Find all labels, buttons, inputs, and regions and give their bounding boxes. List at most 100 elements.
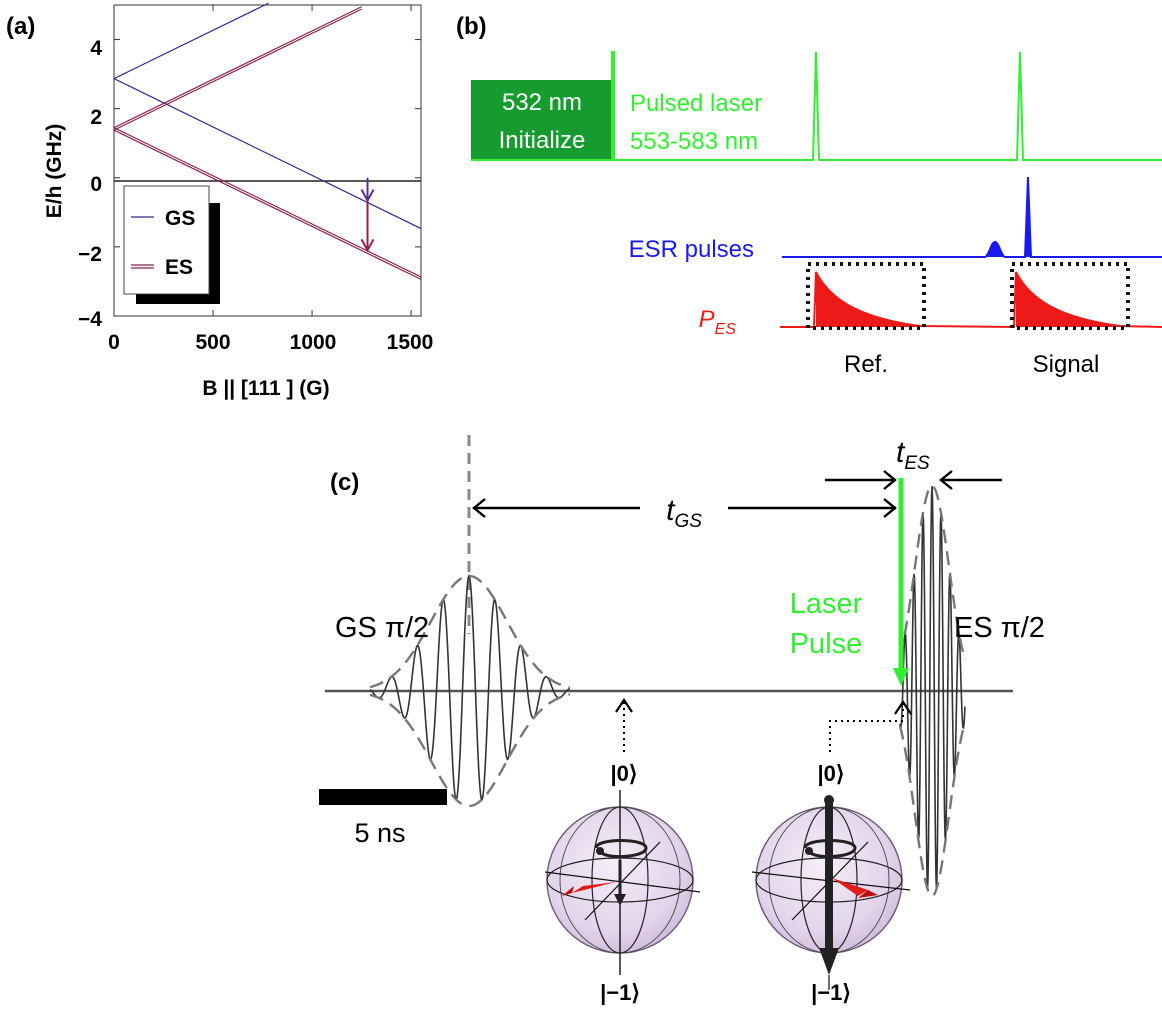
laser-pulse-label-line2: Pulse (790, 628, 863, 660)
pes-label-main: P (699, 306, 715, 333)
y-axis-label: E/h (GHz) (43, 124, 66, 219)
spin-vector-head (819, 948, 839, 975)
tes-label-sub: ES (904, 453, 930, 474)
series-line-gs-1 (113, 78, 422, 230)
bloch-sphere-2: |0⟩ |−1⟩ (751, 761, 911, 1005)
signal-label: Signal (1033, 351, 1100, 378)
laser-pulse-arrowhead (893, 668, 909, 686)
pes-decay-signal (1016, 272, 1120, 327)
bloch-sphere-1: |0⟩ |−1⟩ (544, 761, 701, 1005)
es-pulse-waveform (898, 484, 967, 898)
legend-label-es: ES (165, 256, 193, 279)
panel-c: (c) tGS tES GS π/2 ES π/2 Laser Pulse 5 … (319, 435, 1045, 1005)
precession-arrow (594, 839, 648, 859)
y-tick-label: 4 (90, 37, 102, 60)
laser-pulse-trace (471, 51, 1162, 161)
panel-a-label: (a) (6, 13, 35, 40)
init-action-label: Initialize (499, 127, 586, 154)
spin-vector-tail (824, 795, 834, 805)
gs-pulse-label: GS π/2 (335, 612, 429, 644)
energy-level-lines (113, 2, 422, 280)
x-tick-label: 1500 (387, 331, 434, 354)
ket-zero-label: |0⟩ (611, 761, 638, 786)
series-line-es-5 (113, 129, 422, 280)
red-spin-arrow (572, 882, 616, 893)
tes-label: tES (896, 436, 930, 474)
ket-zero-label: |0⟩ (818, 761, 845, 786)
tgs-arrowhead-left (472, 498, 486, 518)
legend-label-gs: GS (165, 207, 195, 230)
tgs-label-sub: GS (674, 511, 702, 532)
panel-b: (b) 532 nm Initialize Pulsed laser 553-5… (456, 13, 1162, 378)
es-pulse-envelope-upper (898, 484, 967, 661)
y-tick-label: 0 (90, 173, 102, 196)
esr-pulse-small (985, 242, 1005, 257)
x-tick-label: 500 (195, 331, 230, 354)
laser-pulse-label-line1: Laser (790, 588, 863, 620)
ket-minus-one-label: |−1⟩ (811, 980, 851, 1005)
ket-minus-one-label: |−1⟩ (600, 980, 640, 1005)
pointer-2 (829, 704, 904, 752)
y-tick-label: −4 (78, 308, 102, 331)
legend: GS ES (123, 185, 220, 304)
series-line-es-3 (113, 8, 362, 131)
red-spin-arrow-tip (858, 890, 878, 898)
tes-arrowhead-left (883, 470, 897, 490)
signal-window (1010, 262, 1130, 330)
sphere-axis-x (544, 871, 701, 893)
precession-arrow (803, 839, 857, 859)
es-pulse-oscillation (899, 485, 966, 889)
tgs-label-main: t (666, 494, 676, 527)
pes-trace (780, 271, 1162, 329)
esr-label: ESR pulses (629, 236, 754, 263)
transition-arrows (360, 177, 375, 253)
laser-label-line2: 553-583 nm (630, 128, 758, 155)
ref-window (806, 262, 926, 330)
red-spin-arrow-tip (562, 886, 574, 896)
panel-c-label: (c) (330, 469, 359, 496)
y-tick-label: −2 (78, 243, 102, 266)
tes-label-main: t (896, 436, 906, 469)
panel-b-label: (b) (456, 13, 487, 40)
series-line-gs-0 (113, 2, 269, 80)
ref-label: Ref. (844, 351, 888, 378)
pes-label-sub: ES (715, 321, 737, 338)
red-spin-arrow (832, 878, 868, 896)
transition-arrowhead-0 (360, 189, 375, 203)
x-tick-label: 1000 (290, 331, 337, 354)
scale-bar (319, 789, 447, 805)
es-pulse-label: ES π/2 (954, 612, 1045, 644)
precession-arrow-head (805, 847, 813, 855)
init-laser-box (471, 80, 613, 159)
transition-arrowhead-1 (360, 238, 375, 253)
sphere-axis-y (584, 841, 661, 921)
pointer-2-arrowhead (894, 700, 912, 715)
gs-pulse-oscillation (369, 574, 571, 801)
scale-bar-label: 5 ns (354, 818, 405, 848)
tgs-label: tGS (666, 494, 702, 532)
es-pulse-envelope-lower (898, 721, 967, 898)
laser-label-line1: Pulsed laser (630, 90, 762, 117)
axis-ticks (113, 5, 421, 317)
esr-pulse-trace (782, 176, 1162, 258)
gs-pulse-envelope-lower (369, 693, 571, 808)
esr-pulse-large (1025, 177, 1031, 257)
plot-frame (113, 4, 422, 317)
tgs-label-bg (640, 490, 728, 530)
x-tick-label: 0 (108, 331, 120, 354)
x-axis-label: B || [111 ] (G) (202, 377, 329, 400)
precession-arrow-head (596, 847, 604, 855)
tgs-arrowhead-right (883, 498, 897, 518)
series-line-es-4 (113, 127, 422, 278)
panel-a: (a) 4 2 0 −2 −4 0 500 1000 1500 E/h (GHz… (6, 2, 434, 400)
spin-vector-head (614, 894, 626, 906)
gs-pulse-envelope-upper (369, 574, 571, 689)
legend-box (123, 185, 210, 295)
tes-arrowhead-right (939, 470, 953, 490)
y-tick-label: 2 (90, 106, 102, 129)
pointer-1-arrowhead (615, 698, 633, 713)
init-wavelength-label: 532 nm (502, 89, 582, 116)
pes-decay-ref (816, 272, 920, 327)
